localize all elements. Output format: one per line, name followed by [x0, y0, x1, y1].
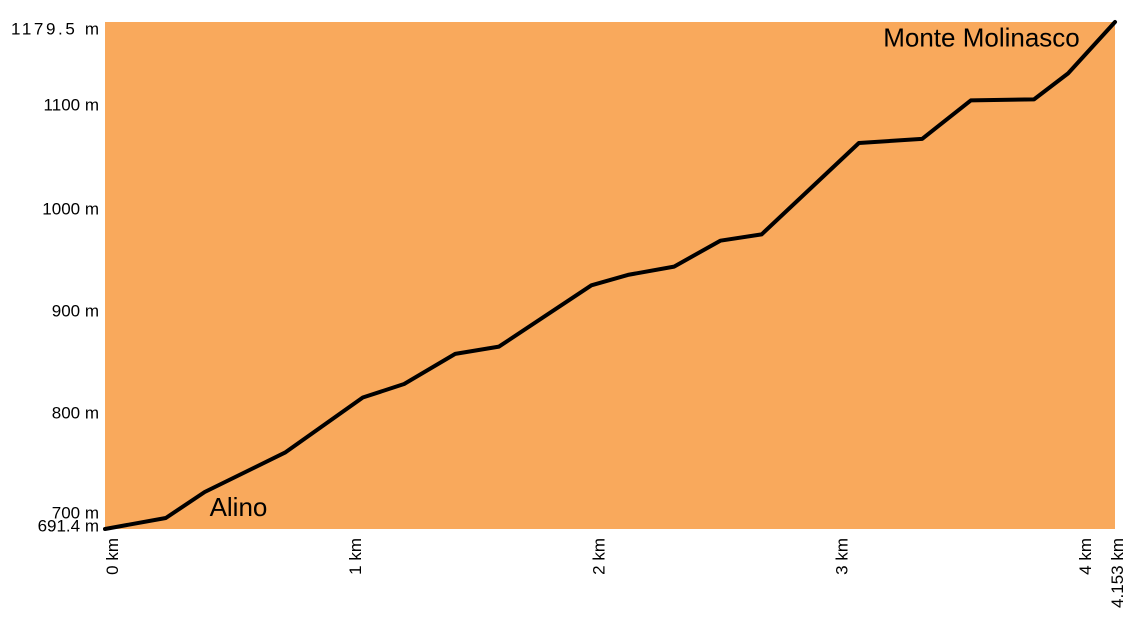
x-tick-max: 4.153 km [1108, 538, 1127, 608]
y-tick-min: 691.4 m [38, 516, 99, 535]
y-tick-700: 700 m [52, 503, 99, 522]
y-tick-1000: 1000 m [42, 199, 99, 218]
y-tick-800: 800 m [52, 403, 99, 422]
annotation-start-alino: Alino [210, 492, 268, 522]
elevation-line [103, 20, 1117, 531]
x-tick-3: 3 km [833, 538, 852, 575]
y-tick-900: 900 m [52, 301, 99, 320]
annotation-end-monte-molinasco: Monte Molinasco [883, 22, 1080, 52]
y-tick-1100: 1100 m [44, 95, 99, 114]
x-tick-4: 4 km [1076, 538, 1095, 575]
plot-area [105, 22, 1115, 529]
x-tick-1: 1 km [346, 538, 365, 575]
x-tick-2: 2 km [589, 538, 608, 575]
y-tick-max: 1179.5 m [11, 19, 99, 38]
x-tick-0: 0 km [103, 538, 122, 575]
